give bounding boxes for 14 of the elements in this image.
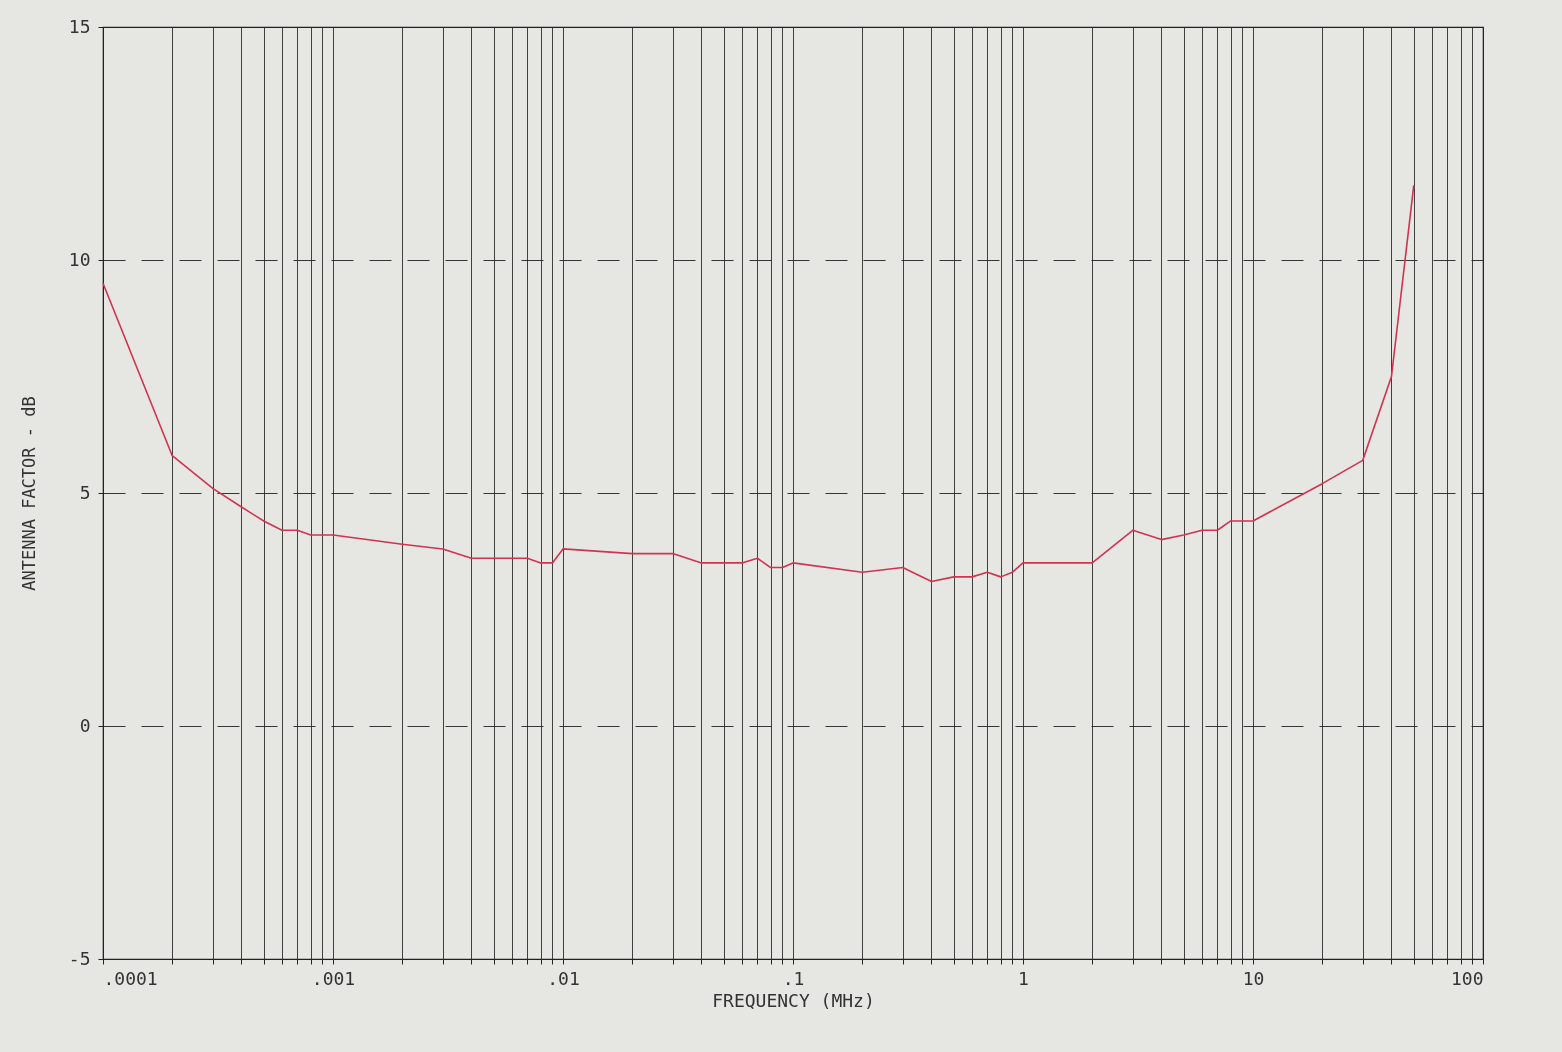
- y-tick-label: -5: [68, 947, 91, 969]
- y-tick-label: 0: [79, 714, 91, 736]
- x-tick-label: 1: [1018, 967, 1029, 989]
- x-tick-label: .01: [547, 967, 580, 989]
- y-tick-label: 5: [79, 481, 91, 503]
- y-axis-title: ANTENNA FACTOR - dB: [18, 396, 39, 591]
- x-axis-title: FREQUENCY (MHz): [712, 989, 875, 1011]
- x-tick-label: .0001: [103, 967, 158, 989]
- x-tick-label: 100: [1450, 967, 1484, 989]
- x-tick-label: .1: [782, 967, 805, 989]
- y-tick-label: 15: [68, 15, 91, 37]
- y-tick-label: 10: [68, 248, 91, 270]
- x-tick-label: 10: [1242, 967, 1265, 989]
- x-tick-label: .001: [311, 967, 356, 989]
